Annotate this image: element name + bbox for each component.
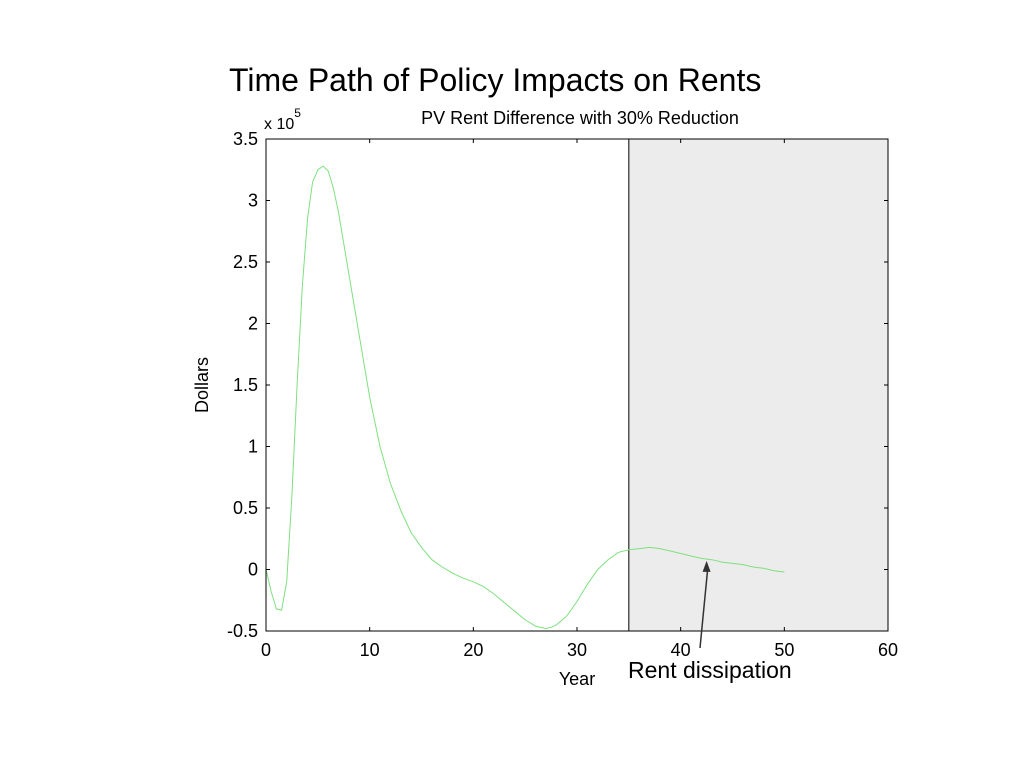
y-tick-label: 0 (248, 560, 258, 580)
y-tick-label: 1 (248, 437, 258, 457)
y-axis-multiplier: x 105 (264, 106, 301, 133)
multiplier-exponent: 5 (294, 106, 301, 120)
y-tick-label: 2 (248, 314, 258, 334)
x-tick-label: 30 (567, 640, 587, 660)
y-tick-label: 3.5 (233, 129, 258, 149)
y-axis-label: Dollars (192, 357, 212, 413)
series-line (265, 165, 785, 630)
slide-title: Time Path of Policy Impacts on Rents (229, 62, 762, 98)
x-axis-label: Year (559, 669, 595, 689)
annotation-arrow-head (702, 560, 711, 572)
chart-title: PV Rent Difference with 30% Reduction (421, 108, 739, 128)
y-tick-label: -0.5 (227, 621, 258, 641)
y-tick-label: 3 (248, 191, 258, 211)
multiplier-base: x 10 (264, 116, 294, 133)
x-tick-label: 0 (261, 640, 271, 660)
x-tick-label: 10 (360, 640, 380, 660)
y-tick-label: 1.5 (233, 375, 258, 395)
x-tick-label: 50 (774, 640, 794, 660)
y-tick-label: 2.5 (233, 252, 258, 272)
x-tick-label: 60 (878, 640, 898, 660)
x-tick-label: 40 (671, 640, 691, 660)
y-tick-label: 0.5 (233, 498, 258, 518)
rent-dissipation-annotation: Rent dissipation (628, 657, 792, 683)
x-tick-label: 20 (463, 640, 483, 660)
axis-ticks: 0 10 20 30 40 50 60-0.500.511.522.533.5 (227, 129, 898, 660)
rent-dissipation-shaded-region (628, 138, 889, 632)
annotation-arrow (699, 569, 709, 649)
